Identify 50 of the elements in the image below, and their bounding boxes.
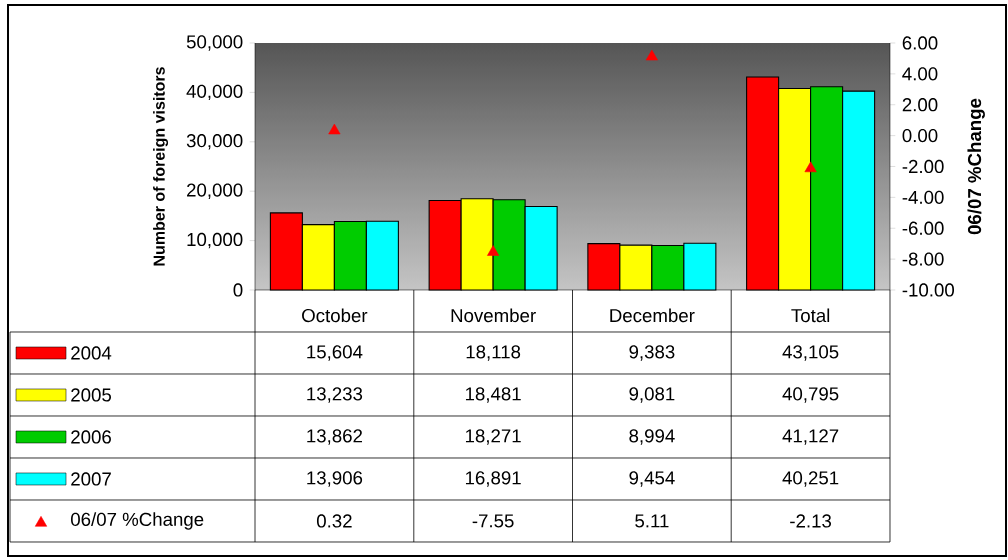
data-label: 0.32 <box>316 514 352 528</box>
y2-tick-label: 0.00 <box>902 128 938 143</box>
data-label: 18,118 <box>466 345 521 361</box>
x-tick-label: November <box>451 308 536 323</box>
y2-tick-label: 6.00 <box>902 36 938 50</box>
y-tick-label: 40,000 <box>186 84 243 101</box>
y2-tick-label: 2.00 <box>902 98 938 112</box>
y2-tick-label: -10.00 <box>902 283 955 297</box>
point <box>645 49 658 61</box>
data-label: 40,251 <box>782 471 839 487</box>
data-label: 13,906 <box>307 471 363 487</box>
y2-tick-label: -2.00 <box>902 159 944 174</box>
x-tick-label: October <box>302 308 368 323</box>
data-label: 9,081 <box>629 387 675 403</box>
data-label: -7.55 <box>472 514 514 528</box>
legend-label: 2004 <box>71 346 112 360</box>
data-label: 18,481 <box>465 387 521 403</box>
point <box>804 161 817 173</box>
y2-tick-label: -8.00 <box>902 252 944 266</box>
y-axis-title: Number of foreign visitors <box>153 67 169 266</box>
legend-label: 2007 <box>71 472 111 486</box>
x-tick-label: December <box>610 308 695 323</box>
data-label: 9,383 <box>629 345 675 361</box>
legend-label: 2006 <box>71 430 111 444</box>
data-label: 16,891 <box>465 471 521 487</box>
y-tick-label: 10,000 <box>187 232 243 249</box>
data-label: 13,233 <box>307 387 363 403</box>
y2-axis-title: 06/07 %Change <box>967 98 985 235</box>
data-label: 15,604 <box>307 345 363 361</box>
y2-tick-label: -6.00 <box>902 221 944 235</box>
data-label: 9,454 <box>629 471 675 487</box>
legend-label: 06/07 %Change <box>71 512 204 530</box>
data-label: 8,994 <box>629 429 675 445</box>
x-tick-label: Total <box>791 308 830 323</box>
legend-label: 2005 <box>71 388 112 402</box>
y-tick-label: 30,000 <box>186 134 243 150</box>
y2-tick-label: 4.00 <box>902 67 938 81</box>
data-label: 18,271 <box>465 429 521 445</box>
data-label: 41,127 <box>782 429 839 445</box>
point <box>487 245 500 256</box>
data-label: 43,105 <box>782 345 839 361</box>
y-tick-label: 20,000 <box>187 183 243 199</box>
data-label: 13,862 <box>307 429 363 445</box>
y-tick-label: 0 <box>233 283 243 297</box>
data-label: 40,795 <box>782 387 839 403</box>
data-label: 5.11 <box>635 514 669 528</box>
data-label: -2.13 <box>790 514 832 528</box>
y2-tick-label: -4.00 <box>902 190 944 204</box>
point <box>328 123 341 135</box>
y-tick-label: 50,000 <box>186 35 243 51</box>
